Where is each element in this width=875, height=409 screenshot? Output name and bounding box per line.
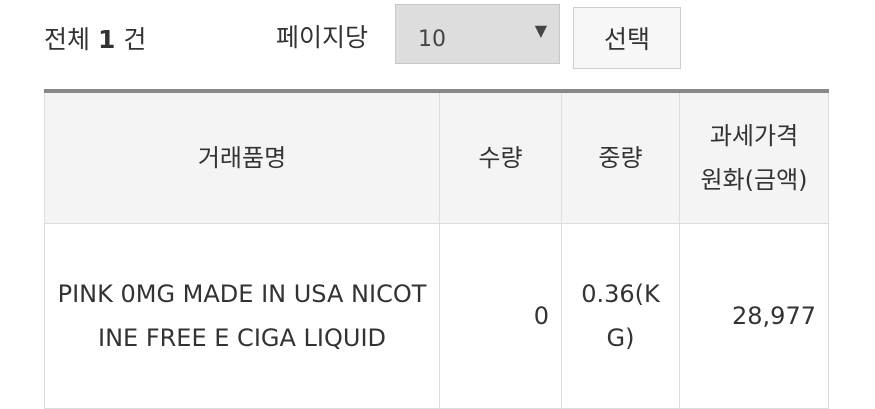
total-suffix: 건 (123, 25, 147, 54)
items-table: 거래품명 수량 중량 과세가격 원화(금액) PINK 0MG MADE IN … (44, 89, 829, 409)
select-button[interactable]: 선택 (573, 7, 681, 69)
total-prefix: 전체 (44, 25, 91, 54)
header-item-name: 거래품명 (44, 90, 440, 224)
cell-quantity: 0 (439, 223, 562, 409)
selected-value: 10 (418, 27, 446, 52)
cell-item-name: PINK 0MG MADE IN USA NICOTINE FREE E CIG… (44, 223, 440, 409)
cell-price: 28,977 (679, 223, 829, 409)
header-weight: 중량 (561, 90, 680, 224)
header-taxable-price: 과세가격 원화(금액) (679, 90, 829, 224)
total-number: 1 (97, 25, 116, 54)
per-page-label: 페이지당 (276, 23, 369, 52)
cell-weight: 0.36(KG) (561, 223, 680, 409)
dropdown-arrow-icon: ▼ (534, 21, 547, 40)
per-page-select[interactable]: 10 ▼ (395, 4, 560, 64)
total-count: 전체 1 건 (44, 20, 146, 56)
header-quantity: 수량 (439, 90, 562, 224)
table-row: PINK 0MG MADE IN USA NICOTINE FREE E CIG… (44, 223, 829, 409)
table-header-row: 거래품명 수량 중량 과세가격 원화(금액) (44, 90, 829, 224)
